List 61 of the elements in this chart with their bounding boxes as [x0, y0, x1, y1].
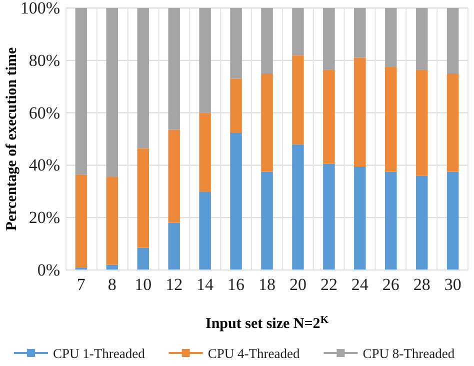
x-tick-label: 18 — [258, 275, 276, 294]
bar — [416, 8, 428, 70]
bar — [292, 8, 304, 56]
x-tick-label: 24 — [351, 275, 369, 294]
bar — [75, 174, 88, 268]
x-tick-label: 7 — [76, 275, 86, 294]
bar — [385, 8, 397, 67]
bar — [106, 8, 118, 177]
x-tick-label: 20 — [289, 275, 306, 294]
bar — [137, 148, 149, 248]
x-axis-title: Input set size N=2$^{K}$ — [206, 314, 330, 332]
bar — [446, 74, 459, 172]
bar — [385, 66, 397, 172]
bar — [199, 8, 211, 113]
bar — [323, 70, 335, 164]
y-tick-label: 60% — [28, 103, 60, 122]
x-tick-label: 28 — [413, 275, 430, 294]
bar — [261, 172, 273, 270]
y-tick-label: 0% — [37, 260, 60, 280]
bar — [416, 176, 428, 270]
legend-label: CPU 4-Threaded — [208, 346, 300, 361]
y-tick-label: 40% — [28, 156, 60, 175]
bar — [261, 74, 273, 172]
bar — [230, 8, 242, 79]
x-tick-label: 8 — [108, 275, 116, 294]
bar — [446, 172, 459, 270]
bar — [230, 78, 242, 132]
bar — [446, 8, 459, 74]
bar — [354, 166, 366, 270]
bar — [385, 172, 397, 270]
x-tick-label: 14 — [196, 275, 214, 294]
x-tick-label: 12 — [166, 275, 183, 294]
bar — [230, 132, 242, 270]
legend-label: CPU 8-Threaded — [362, 346, 455, 361]
bar — [323, 8, 335, 70]
y-axis-title: Percentage of execution time — [4, 46, 20, 231]
bar — [261, 8, 273, 74]
legend-label: CPU 1-Threaded — [53, 346, 146, 361]
bar — [199, 112, 211, 192]
bar — [354, 8, 366, 58]
bar — [106, 176, 118, 265]
x-tick-label: 16 — [228, 275, 245, 294]
x-tick-label: 22 — [320, 275, 338, 294]
bar — [292, 144, 304, 270]
y-tick-label: 80% — [28, 50, 60, 70]
bar — [323, 164, 335, 270]
y-tick-label: 20% — [28, 208, 60, 228]
bar — [75, 8, 88, 174]
bar — [137, 8, 149, 148]
bar — [168, 130, 180, 223]
bar — [416, 70, 428, 176]
bar — [199, 191, 211, 270]
y-tick-label: 100% — [20, 0, 60, 18]
x-tick-label: 26 — [382, 275, 400, 294]
bar — [354, 58, 366, 167]
bar — [292, 55, 304, 144]
bar — [137, 248, 149, 270]
x-tick-label: 10 — [134, 275, 152, 294]
x-tick-label: 30 — [444, 275, 462, 294]
bar — [168, 8, 180, 130]
bar — [168, 222, 180, 270]
